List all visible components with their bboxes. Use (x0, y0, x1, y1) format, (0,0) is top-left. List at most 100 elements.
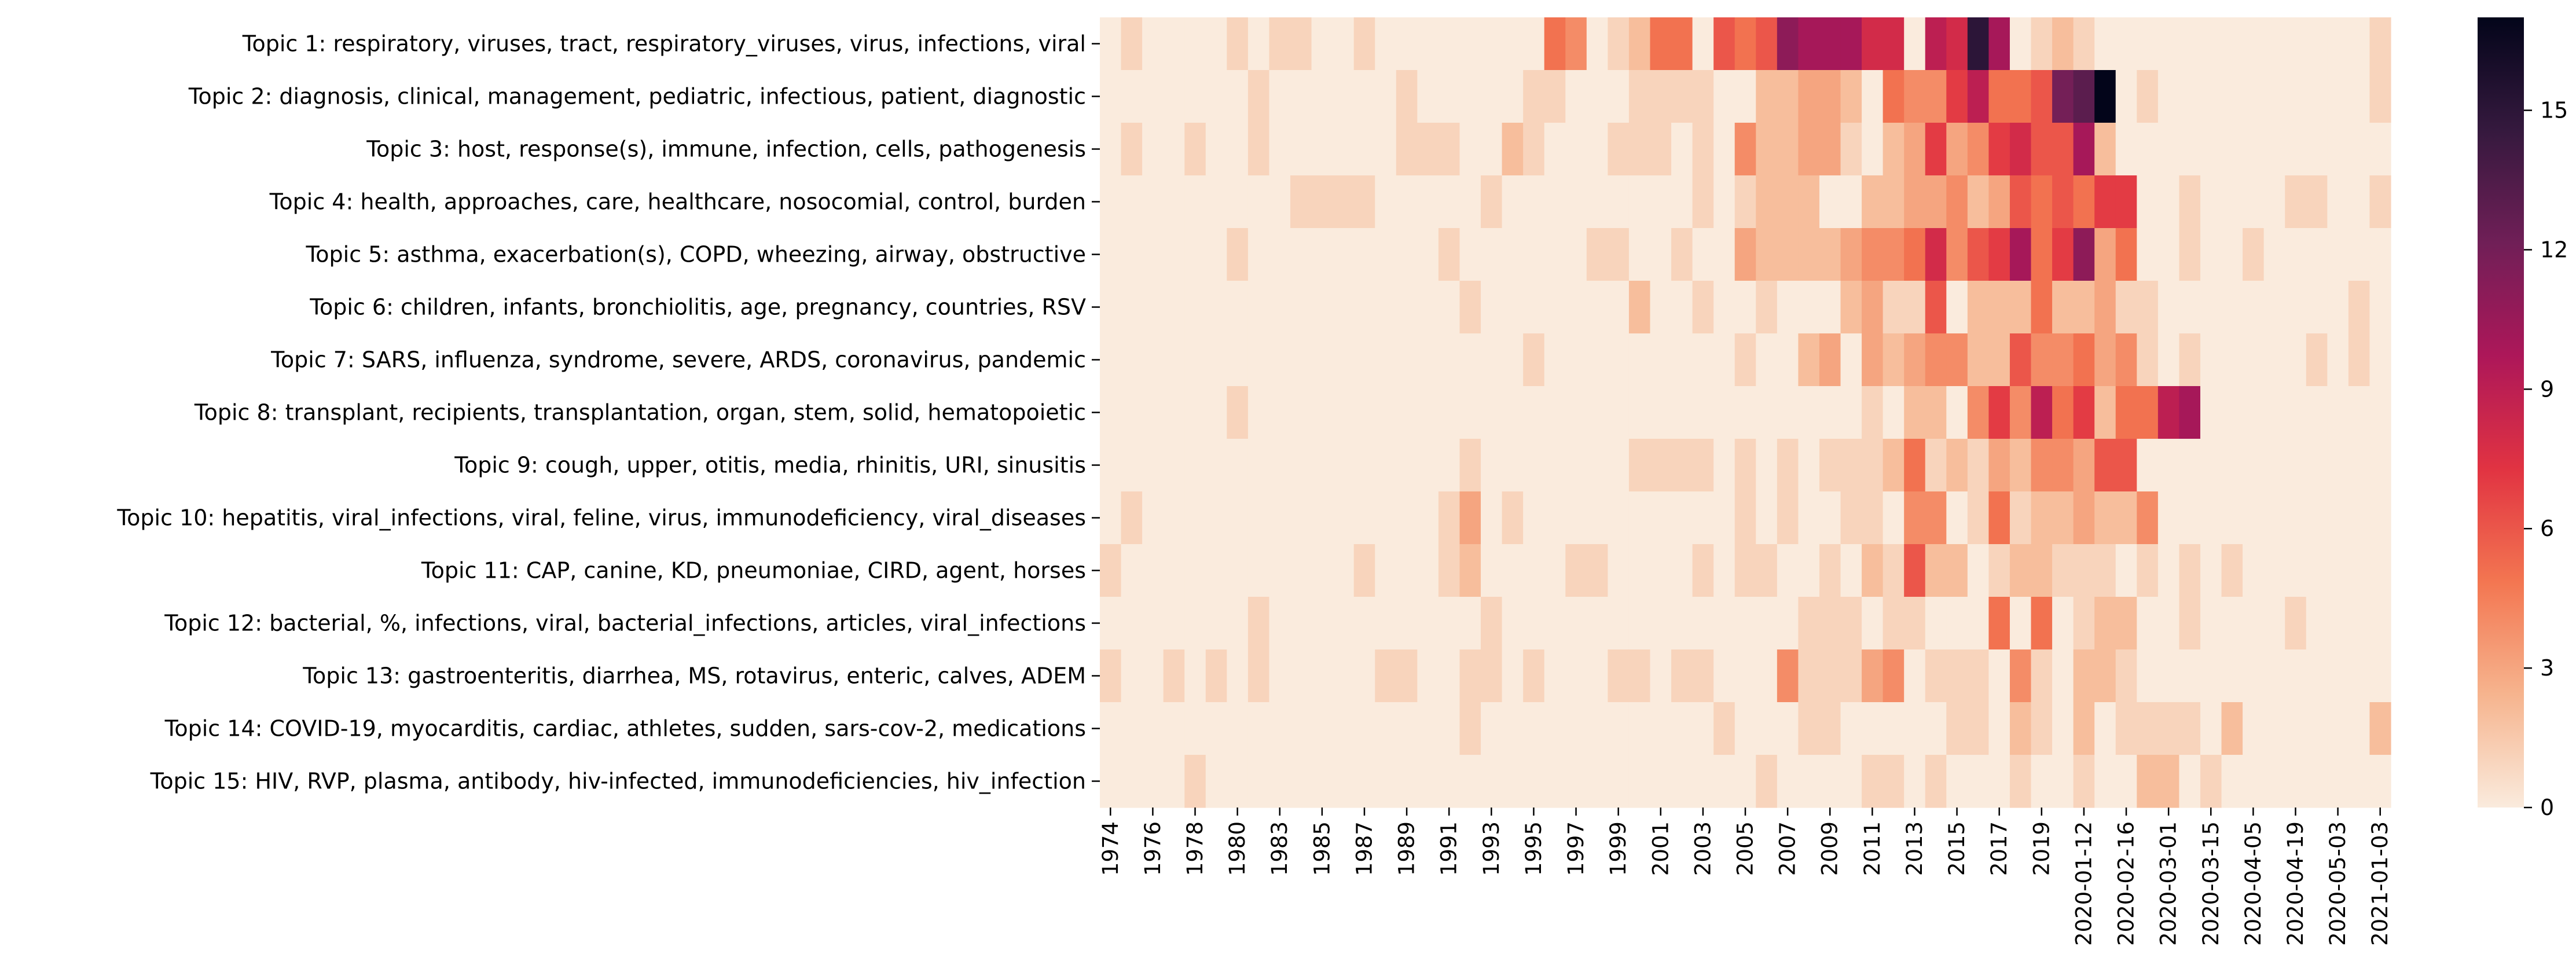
heatmap-cell (1459, 386, 1481, 439)
heatmap-cell (1925, 491, 1947, 545)
heatmap-cell (1840, 544, 1862, 597)
column-label: 2020-04-19 (2283, 821, 2308, 946)
heatmap-cell (1333, 597, 1355, 650)
heatmap-cell (2179, 228, 2201, 281)
heatmap-cell (1946, 175, 1968, 229)
heatmap-cell (1142, 281, 1164, 334)
heatmap-cell (1269, 70, 1291, 123)
heatmap-cell (1798, 544, 1820, 597)
heatmap-cell (2243, 755, 2265, 808)
heatmap-cell (1227, 649, 1249, 703)
heatmap-cell (1396, 649, 1418, 703)
heatmap-cell (1840, 491, 1862, 545)
heatmap-cell (1121, 386, 1143, 439)
heatmap-cell (1671, 228, 1693, 281)
heatmap-cell (1819, 649, 1841, 703)
heatmap-cell (2285, 175, 2307, 229)
heatmap-cell (2243, 228, 2265, 281)
heatmap-cell (2243, 702, 2265, 755)
heatmap-cell (2157, 544, 2180, 597)
heatmap-cell (1523, 70, 1545, 123)
heatmap-cell (1269, 333, 1291, 387)
heatmap-cell (1565, 17, 1587, 71)
heatmap-cell (1417, 597, 1439, 650)
heatmap-cell (2179, 597, 2201, 650)
column-label: 1987 (1352, 821, 1377, 876)
heatmap-cell (1650, 439, 1672, 492)
heatmap-cell (1311, 649, 1333, 703)
heatmap-cell (2009, 123, 2032, 176)
heatmap-cell (2306, 175, 2328, 229)
heatmap-cell (2179, 281, 2201, 334)
heatmap-cell (1946, 70, 1968, 123)
heatmap-cell (2137, 544, 2159, 597)
heatmap-cell (1819, 544, 1841, 597)
heatmap-cell (2031, 439, 2053, 492)
heatmap-cell (1904, 281, 1926, 334)
heatmap-cell (1481, 17, 1503, 71)
heatmap-cell (1227, 439, 1249, 492)
heatmap-cell (1904, 702, 1926, 755)
heatmap-cell (1883, 544, 1905, 597)
heatmap-cell (1142, 175, 1164, 229)
heatmap-cell (1692, 544, 1714, 597)
heatmap-cell (2348, 702, 2370, 755)
heatmap-cell (1205, 175, 1227, 229)
heatmap-cell (1904, 491, 1926, 545)
heatmap-cell (2200, 175, 2222, 229)
heatmap-cell (2200, 281, 2222, 334)
heatmap-cell (1481, 597, 1503, 650)
heatmap-cell (1544, 702, 1566, 755)
heatmap-cell (2221, 649, 2243, 703)
heatmap-cell (1671, 70, 1693, 123)
heatmap-cell (2200, 597, 2222, 650)
row-label: Topic 11: CAP, canine, KD, pneumoniae, C… (421, 558, 1086, 583)
heatmap-cell (1523, 755, 1545, 808)
heatmap-cell (1502, 755, 1524, 808)
heatmap-cell (1777, 70, 1799, 123)
colorbar-tick-label: 0 (2540, 795, 2554, 820)
heatmap-cell (1840, 17, 1862, 71)
heatmap-cell (1713, 702, 1735, 755)
heatmap-cell (1311, 228, 1333, 281)
heatmap-cell (1734, 123, 1756, 176)
heatmap-cell (2221, 281, 2243, 334)
heatmap-cell (1544, 123, 1566, 176)
heatmap-cell (1862, 228, 1884, 281)
heatmap-cell (2031, 281, 2053, 334)
heatmap-cell (1184, 17, 1206, 71)
heatmap-cell (1798, 491, 1820, 545)
heatmap-cell (2263, 281, 2285, 334)
heatmap-cell (1819, 123, 1841, 176)
heatmap-cell (2243, 123, 2265, 176)
heatmap-cell (1375, 439, 1397, 492)
colorbar-ticks: 0 3 6 9 12 15 (2524, 98, 2568, 820)
heatmap-cell (1417, 123, 1439, 176)
heatmap-cell (2348, 544, 2370, 597)
heatmap-cell (1163, 123, 1185, 176)
heatmap-cell (2243, 439, 2265, 492)
heatmap-cell (2094, 597, 2116, 650)
heatmap-cell (1840, 281, 1862, 334)
heatmap-cell (1608, 439, 1630, 492)
heatmap-cell (1544, 386, 1566, 439)
heatmap-cell (1163, 175, 1185, 229)
heatmap-cell (1353, 491, 1375, 545)
heatmap-cell (2094, 175, 2116, 229)
heatmap-cell (1184, 491, 1206, 545)
heatmap-cell (1333, 175, 1355, 229)
heatmap-cell (1502, 123, 1524, 176)
heatmap-cell (2009, 439, 2032, 492)
heatmap-cell (1988, 597, 2010, 650)
heatmap-cell (1417, 281, 1439, 334)
heatmap-cell (2179, 333, 2201, 387)
heatmap-cell (2052, 17, 2074, 71)
heatmap-cell (1777, 175, 1799, 229)
heatmap-cell (1333, 755, 1355, 808)
heatmap-cell (2306, 597, 2328, 650)
heatmap-cell (1777, 333, 1799, 387)
heatmap-cell (1883, 597, 1905, 650)
heatmap-cell (1290, 386, 1312, 439)
heatmap-cell (1142, 439, 1164, 492)
heatmap-cell (1946, 386, 1968, 439)
